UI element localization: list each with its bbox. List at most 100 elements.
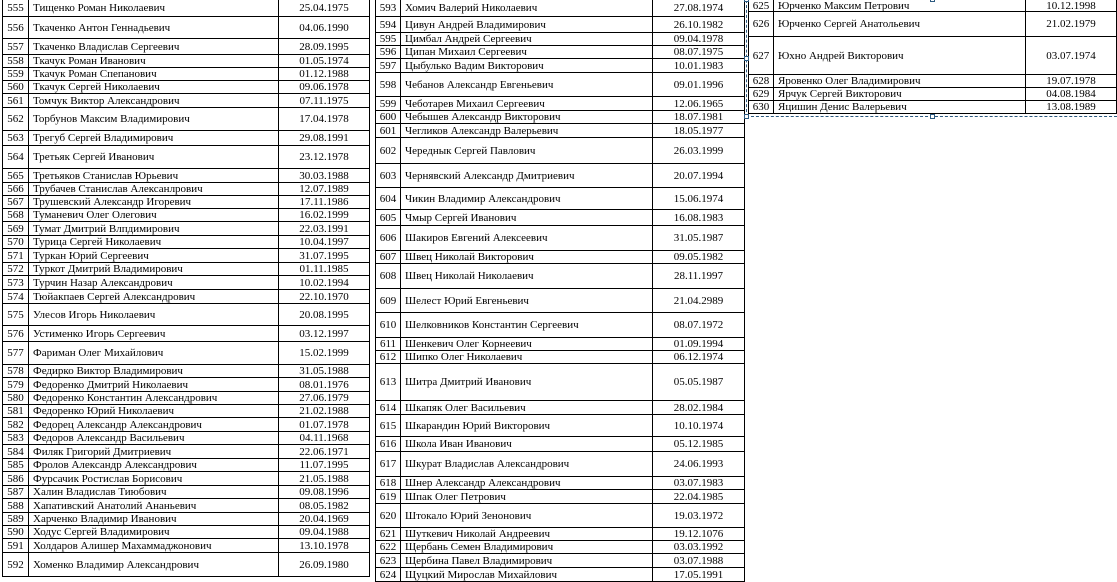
- birth-date: 23.12.1978: [278, 146, 370, 168]
- birth-date: 09.06.1978: [278, 81, 370, 93]
- full-name: Торбунов Максим Владимирович: [28, 108, 278, 130]
- full-name: Ткаченко Антон Геннадьевич: [28, 17, 278, 38]
- birth-date: 09.01.1996: [652, 73, 745, 96]
- row-number: 555: [2, 0, 28, 16]
- full-name: Цивун Андрей Владимирович: [400, 17, 652, 32]
- full-name: Трубачев Станислав Алексанлрович: [28, 183, 278, 195]
- table-row: 579 Федоренко Дмитрий Николаевич 08.01.197…: [2, 378, 370, 392]
- table-row: 630 Яцишин Денис Валерьевич 13.08.1989: [748, 101, 1117, 114]
- birth-date: 21.02.1988: [278, 405, 370, 417]
- full-name: Чернявский Александр Дмитриевич: [400, 164, 652, 187]
- table-row: 611 Шенкевич Олег Корнеевич 01.09.1994: [375, 338, 745, 351]
- table-row: 620 Штокало Юрий Зенонович 19.03.1972: [375, 504, 745, 528]
- table-row: 619 Шпак Олег Петрович 22.04.1985: [375, 490, 745, 504]
- table-row: 594 Цивун Андрей Владимирович 26.10.1982: [375, 17, 745, 33]
- table-row: 623 Щербина Павел Владимирович 03.07.1988: [375, 554, 745, 568]
- birth-date: 10.10.1974: [652, 415, 745, 436]
- birth-date: 03.07.1974: [1025, 37, 1117, 74]
- row-number: 604: [375, 188, 400, 209]
- row-number: 620: [375, 504, 400, 527]
- birth-date: 30.03.1988: [278, 169, 370, 182]
- birth-date: 01.09.1994: [652, 338, 745, 350]
- birth-date: 11.07.1995: [278, 459, 370, 471]
- full-name: Федоров Александр Васильевич: [28, 432, 278, 444]
- table-row: 572 Туркот Дмитрий Владимирович 01.11.1985: [2, 263, 370, 276]
- row-number: 569: [2, 222, 28, 235]
- birth-date: 25.04.1975: [278, 0, 370, 16]
- birth-date: 17.04.1978: [278, 108, 370, 130]
- full-name: Юхно Андрей Викторович: [773, 37, 1025, 74]
- table-row: 556 Ткаченко Антон Геннадьевич 04.06.1990: [2, 17, 370, 39]
- birth-date: 10.01.1983: [652, 59, 745, 72]
- birth-date: 18.05.1977: [652, 124, 745, 137]
- row-number: 614: [375, 401, 400, 414]
- full-name: Фурсачик Ростислав Борисович: [28, 472, 278, 485]
- table-row: 616 Школа Иван Иванович 05.12.1985: [375, 437, 745, 452]
- full-name: Чикин Владимир Александрович: [400, 188, 652, 209]
- row-number: 576: [2, 326, 28, 341]
- full-name: Шкурат Владислав Александрович: [400, 452, 652, 476]
- table-row: 596 Ципан Михаил Сергеевич 08.07.1975: [375, 46, 745, 59]
- table-row: 595 Цимбал Андрей Сергеевич 09.04.1978: [375, 33, 745, 46]
- full-name: Устименко Игорь Сергеевич: [28, 326, 278, 341]
- row-number: 617: [375, 452, 400, 476]
- full-name: Швец Николай Николаевич: [400, 264, 652, 288]
- full-name: Тюйакпаев Сергей Александрович: [28, 290, 278, 303]
- birth-date: 06.12.1974: [652, 351, 745, 363]
- row-number: 581: [2, 405, 28, 417]
- full-name: Шкапяк Олег Васильевич: [400, 401, 652, 414]
- row-number: 621: [375, 528, 400, 540]
- table-row: 629 Ярчук Сергей Викторович 04.08.1984: [748, 88, 1117, 101]
- table-row: 600 Чебышев Александр Викторович 18.07.198…: [375, 111, 745, 124]
- birth-date: 08.05.1982: [278, 499, 370, 512]
- birth-date: 22.04.1985: [652, 490, 745, 503]
- full-name: Федоренко Дмитрий Николаевич: [28, 378, 278, 391]
- full-name: Халин Владислав Тиюбович: [28, 486, 278, 498]
- full-name: Шелест Юрий Евгеньевич: [400, 289, 652, 312]
- row-number: 573: [2, 276, 28, 289]
- full-name: Тищенко Роман Николаевич: [28, 0, 278, 16]
- birth-date: 31.05.1988: [278, 365, 370, 377]
- full-name: Шуткевич Николай Андреевич: [400, 528, 652, 540]
- full-name: Хоменко Владимир Александрович: [28, 553, 278, 576]
- row-number: 560: [2, 81, 28, 93]
- table-row: 584 Филяк Григорий Дмитриевич 22.06.1971: [2, 445, 370, 459]
- row-number: 605: [375, 210, 400, 225]
- row-number: 557: [2, 39, 28, 54]
- row-number: 563: [2, 131, 28, 145]
- full-name: Ткаченко Владислав Сергеевич: [28, 39, 278, 54]
- row-number: 625: [748, 0, 773, 11]
- row-number: 629: [748, 88, 773, 100]
- birth-date: 22.06.1971: [278, 445, 370, 458]
- row-number: 559: [2, 68, 28, 80]
- full-name: Федоренко Константин Александрович: [28, 392, 278, 404]
- table-row: 608 Швец Николай Николаевич 28.11.1997: [375, 264, 745, 289]
- birth-date: 10.04.1997: [278, 236, 370, 248]
- birth-date: 18.07.1981: [652, 111, 745, 123]
- full-name: Шнер Александр Александрович: [400, 477, 652, 489]
- row-number: 588: [2, 499, 28, 512]
- full-name: Ципан Михаил Сергеевич: [400, 46, 652, 58]
- table-row: 617 Шкурат Владислав Александрович 24.06.1…: [375, 452, 745, 477]
- full-name: Шелковников Константин Сергеевич: [400, 313, 652, 337]
- table-row: 615 Шкарандин Юрий Викторович 10.10.1974: [375, 415, 745, 437]
- birth-date: 27.06.1979: [278, 392, 370, 404]
- full-name: Цимбал Андрей Сергеевич: [400, 33, 652, 45]
- full-name: Туркот Дмитрий Владимирович: [28, 263, 278, 275]
- table-row: 597 Цыбулько Вадим Викторович 10.01.1983: [375, 59, 745, 73]
- row-number: 589: [2, 513, 28, 525]
- birth-date: 12.07.1989: [278, 183, 370, 195]
- table-row: 593 Хомич Валерий Николаевич 27.08.1974: [375, 0, 745, 17]
- resize-handle[interactable]: [930, 114, 935, 119]
- full-name: Череднык Сергей Павлович: [400, 138, 652, 163]
- row-number: 610: [375, 313, 400, 337]
- birth-date: 22.10.1970: [278, 290, 370, 303]
- birth-date: 22.03.1991: [278, 222, 370, 235]
- row-number: 609: [375, 289, 400, 312]
- row-number: 567: [2, 196, 28, 208]
- full-name: Юрченко Сергей Анатольевич: [773, 12, 1025, 36]
- row-number: 603: [375, 164, 400, 187]
- full-name: Цыбулько Вадим Викторович: [400, 59, 652, 72]
- table-row: 603 Чернявский Александр Дмитриевич 20.07.…: [375, 164, 745, 188]
- birth-date: 31.07.1995: [278, 249, 370, 262]
